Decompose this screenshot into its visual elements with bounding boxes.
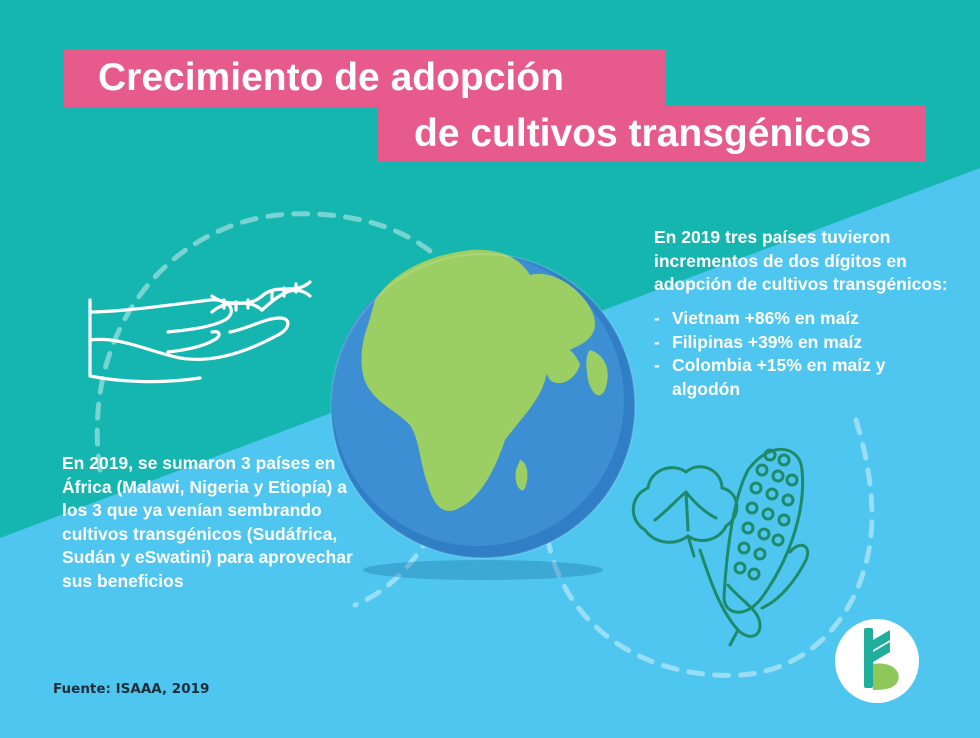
bullet-dash: - [654,331,660,352]
increments-list: - Vietnam +86% en maíz - Filipinas +39% en… [654,307,954,401]
increments-intro: En 2019 tres países tuvieron incrementos… [654,227,948,294]
bullet-dash: - [654,355,660,375]
list-item: - Vietnam +86% en maíz [654,307,954,331]
dna-icon [210,280,312,314]
list-item-text: Colombia +15% en maíz y algodón [672,355,886,399]
africa-paragraph: En 2019, se sumaron 3 países en África (… [62,453,353,591]
title-line-2: de cultivos transgénicos [378,106,926,162]
list-item: - Filipinas +39% en maíz [654,331,954,355]
list-item: - Colombia +15% en maíz y algodón [654,354,954,401]
source-credit: Fuente: ISAAA, 2019 [53,681,210,697]
bullet-dash: - [654,308,660,328]
corn-icon [698,447,809,647]
title-line-1: Crecimiento de adopción [64,50,666,107]
list-item-text: Vietnam +86% en maíz [672,308,859,328]
cotton-icon [631,465,739,558]
list-item-text: Filipinas +39% en maíz [672,331,863,352]
